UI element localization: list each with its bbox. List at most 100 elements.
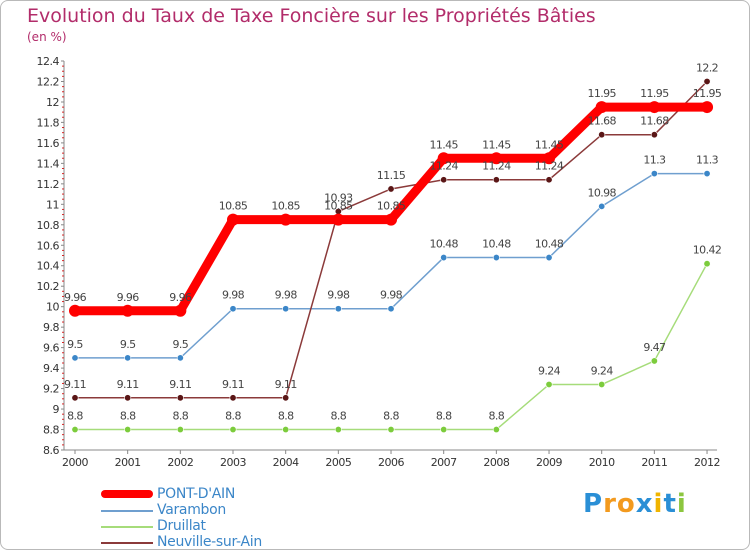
data-label-druillat: 8.8 <box>67 410 83 423</box>
chart-title: Evolution du Taux de Taxe Foncière sur l… <box>27 5 596 27</box>
series-layer <box>69 77 714 434</box>
data-label-druillat: 9.24 <box>591 364 614 377</box>
y-tick-label: 10.4 <box>37 260 60 273</box>
data-point-pont-d-ain <box>279 213 292 226</box>
data-point-neuville-sur-ain <box>598 131 606 139</box>
x-tick-label: 2000 <box>62 456 88 469</box>
x-tick-label: 2003 <box>220 456 246 469</box>
data-point-druillat <box>387 426 395 434</box>
y-tick-label: 11.2 <box>37 178 60 191</box>
legend-swatch-druillat <box>101 526 153 528</box>
data-point-varambon <box>229 305 237 313</box>
data-point-neuville-sur-ain <box>124 394 132 402</box>
data-point-druillat <box>703 260 711 268</box>
data-point-pont-d-ain <box>332 213 345 226</box>
data-label-pont-d-ain: 10.85 <box>271 200 300 213</box>
data-point-neuville-sur-ain <box>703 77 711 85</box>
data-label-pont-d-ain: 10.85 <box>324 200 353 213</box>
data-point-druillat <box>598 380 606 388</box>
data-label-neuville-sur-ain: 12.2 <box>696 61 718 74</box>
data-point-neuville-sur-ain <box>650 131 658 139</box>
y-tick-label: 10 <box>46 301 59 314</box>
y-tick-label: 9 <box>53 403 60 416</box>
legend-label-pont-d-ain: PONT-D'AIN <box>157 486 236 502</box>
data-point-pont-d-ain <box>595 101 608 114</box>
data-point-pont-d-ain <box>437 152 450 165</box>
data-label-pont-d-ain: 9.96 <box>64 291 87 304</box>
data-label-neuville-sur-ain: 9.11 <box>275 378 297 391</box>
legend-item-pont-d-ain: PONT-D'AIN <box>101 486 341 502</box>
logo-letter: r <box>603 489 617 519</box>
data-point-neuville-sur-ain <box>71 394 79 402</box>
y-tick-label: 11.4 <box>37 157 60 170</box>
y-tick-label: 8.6 <box>43 444 59 457</box>
data-label-varambon: 9.5 <box>120 338 136 351</box>
data-label-neuville-sur-ain: 11.15 <box>377 169 406 182</box>
data-label-varambon: 9.5 <box>172 338 188 351</box>
data-point-druillat <box>124 426 132 434</box>
x-tick-label: 2009 <box>536 456 562 469</box>
data-label-druillat: 8.8 <box>278 410 294 423</box>
data-point-druillat <box>334 426 342 434</box>
x-tick-label: 2002 <box>167 456 193 469</box>
data-label-pont-d-ain: 9.96 <box>169 291 192 304</box>
logo-letter: P <box>583 489 604 519</box>
legend-label-varambon: Varambon <box>157 502 226 518</box>
data-label-neuville-sur-ain: 9.11 <box>222 378 244 391</box>
data-label-pont-d-ain: 9.96 <box>117 291 140 304</box>
data-point-neuville-sur-ain <box>545 176 553 184</box>
data-point-pont-d-ain <box>701 101 714 114</box>
legend-item-neuville-sur-ain: Neuville-sur-Ain <box>101 534 341 550</box>
y-tick-label: 10.6 <box>37 239 60 252</box>
data-point-varambon <box>71 354 79 362</box>
data-point-pont-d-ain <box>490 152 503 165</box>
data-point-druillat <box>650 357 658 365</box>
x-tick-label: 2005 <box>325 456 351 469</box>
data-point-neuville-sur-ain <box>387 185 395 193</box>
data-label-pont-d-ain: 11.45 <box>429 138 458 151</box>
data-label-varambon: 9.5 <box>67 338 83 351</box>
data-label-neuville-sur-ain: 11.68 <box>587 115 616 128</box>
chart-unit-label: (en %) <box>27 30 67 44</box>
data-label-pont-d-ain: 11.95 <box>693 87 722 100</box>
data-label-neuville-sur-ain: 11.68 <box>640 115 669 128</box>
chart-axes: 8.6 8.8 9 9.2 9.4 9.6 9.8 10 10.2 10.4 10.6 10.8 11 1… <box>37 55 721 469</box>
data-point-pont-d-ain <box>648 101 661 114</box>
data-label-druillat: 8.8 <box>383 410 399 423</box>
data-label-varambon: 10.48 <box>429 238 458 251</box>
data-label-pont-d-ain: 10.85 <box>377 200 406 213</box>
x-tick-label: 2006 <box>378 456 404 469</box>
data-point-varambon <box>598 202 606 210</box>
y-tick-label: 8.8 <box>43 424 59 437</box>
y-tick-label: 9.2 <box>43 383 59 396</box>
legend-swatch-neuville-sur-ain <box>101 542 153 544</box>
data-label-pont-d-ain: 10.85 <box>219 200 248 213</box>
data-label-neuville-sur-ain: 11.24 <box>429 160 458 173</box>
legend-swatch-varambon <box>101 510 153 512</box>
data-label-varambon: 10.98 <box>587 186 616 199</box>
y-tick-label: 12.2 <box>37 75 60 88</box>
data-point-druillat <box>229 426 237 434</box>
data-label-neuville-sur-ain: 11.24 <box>482 160 511 173</box>
x-tick-label: 2008 <box>483 456 509 469</box>
data-label-pont-d-ain: 11.95 <box>640 87 669 100</box>
data-label-druillat: 8.8 <box>172 410 188 423</box>
x-tick-label: 2011 <box>641 456 667 469</box>
y-tick-label: 11 <box>46 198 59 211</box>
data-label-varambon: 9.98 <box>380 289 403 302</box>
data-point-varambon <box>492 254 500 262</box>
data-point-neuville-sur-ain <box>492 176 500 184</box>
data-label-pont-d-ain: 11.45 <box>535 138 564 151</box>
data-point-druillat <box>71 426 79 434</box>
data-label-varambon: 11.3 <box>696 154 719 167</box>
data-point-varambon <box>282 305 290 313</box>
data-label-pont-d-ain: 11.45 <box>482 138 511 151</box>
data-point-pont-d-ain <box>543 152 556 165</box>
y-tick-label: 10.8 <box>37 219 60 232</box>
legend-swatch-pont-d-ain <box>101 490 153 498</box>
legend-label-neuville-sur-ain: Neuville-sur-Ain <box>157 534 262 550</box>
x-tick-label: 2012 <box>694 456 720 469</box>
data-label-neuville-sur-ain: 9.11 <box>117 378 139 391</box>
